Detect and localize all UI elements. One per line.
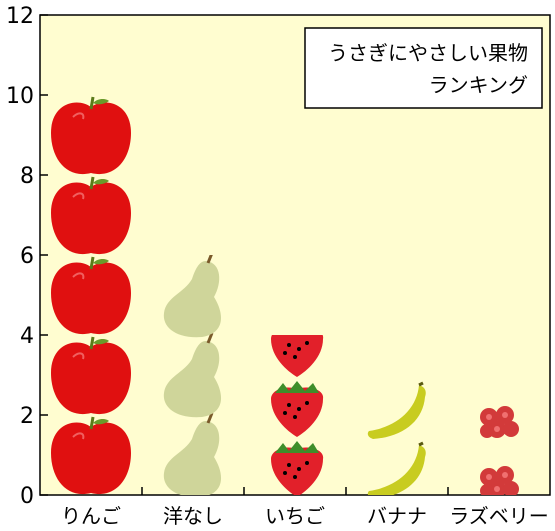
apple-icon — [49, 335, 133, 416]
y-axis: 0 2 4 6 8 10 12 — [6, 4, 48, 509]
y-tick-label: 8 — [20, 164, 34, 189]
y-tick-label: 2 — [20, 404, 34, 429]
x-category-label: バナナ — [367, 504, 427, 528]
x-category-label: りんご — [61, 504, 121, 528]
y-tick-label: 6 — [20, 244, 34, 269]
y-tick-label: 10 — [6, 84, 34, 109]
x-axis: りんご 洋なし いちご バナナ ラズベリー — [61, 487, 549, 528]
chart-title-line-1: うさぎにやさしい果物 — [328, 41, 528, 65]
chart-title-box: うさぎにやさしい果物 ランキング — [304, 27, 543, 109]
chart-title-line-2: ランキング — [429, 73, 528, 97]
bar-strawberry — [271, 335, 324, 495]
x-category-label: いちご — [265, 504, 325, 528]
apple-icon — [49, 415, 133, 495]
apple-icon — [49, 175, 133, 256]
x-category-label: ラズベリー — [449, 504, 549, 528]
apple-icon — [49, 255, 133, 336]
y-tick-label: 0 — [20, 484, 34, 509]
apple-icon — [49, 95, 133, 176]
bar-apple — [49, 95, 133, 495]
y-tick-label: 4 — [20, 324, 34, 349]
x-category-label: 洋なし — [163, 504, 223, 528]
y-tick-label: 12 — [6, 4, 34, 29]
